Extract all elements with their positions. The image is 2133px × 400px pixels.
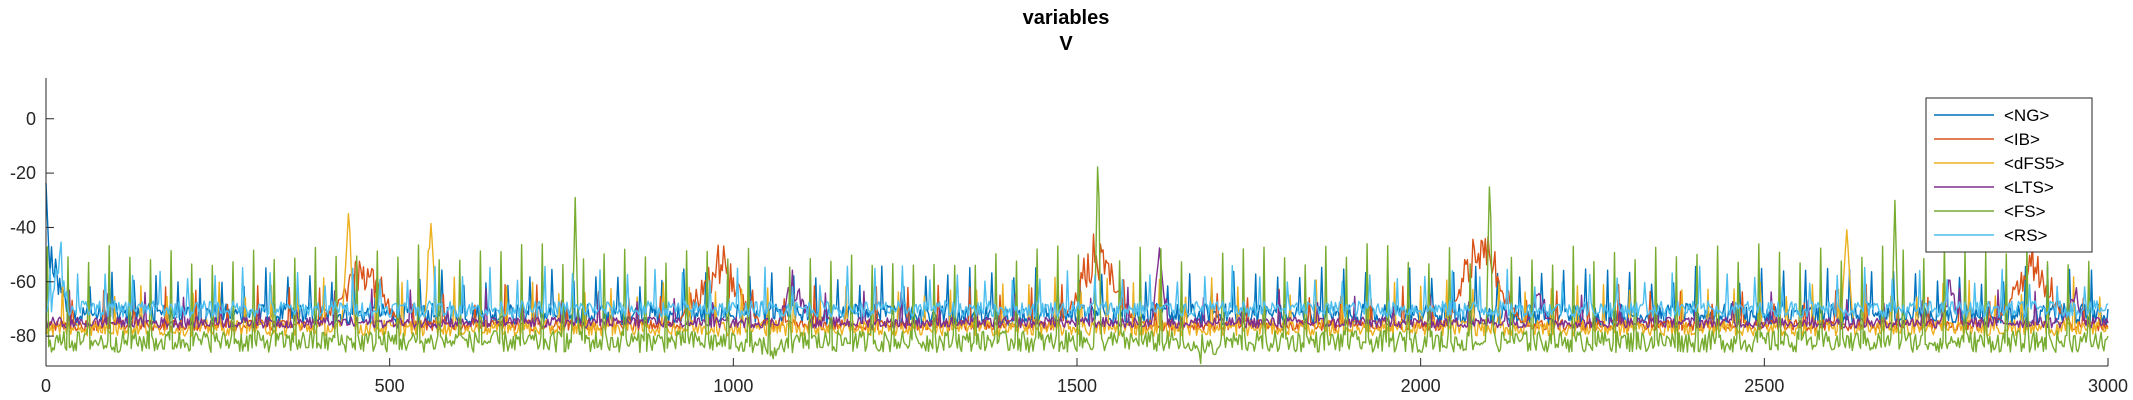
lines-layer <box>45 166 2109 365</box>
plot-area <box>45 166 2109 365</box>
x-tick-label: 0 <box>41 376 51 396</box>
legend-label: <NG> <box>2004 106 2049 125</box>
x-tick-label: 2000 <box>1401 376 1441 396</box>
series-line <box>45 166 2109 365</box>
y-tick-label: 0 <box>26 109 36 129</box>
x-tick-label: 1000 <box>713 376 753 396</box>
legend-label: <FS> <box>2004 202 2046 221</box>
y-tick-label: -20 <box>10 163 36 183</box>
series-line <box>45 241 2109 318</box>
legend: <NG> <IB> <dFS5> <LTS> <FS> <RS> <box>1925 97 2093 253</box>
chart-title-line-1: variables <box>1023 7 1110 29</box>
legend-label: <RS> <box>2004 226 2048 245</box>
x-tick-label: 1500 <box>1057 376 1097 396</box>
x-tick-label: 2500 <box>1744 376 1784 396</box>
axes-layer: 0 500 1000 1500 2000 2500 3000 0 -20 -40 -60 -80 <box>10 78 2128 396</box>
x-tick-label: 500 <box>375 376 405 396</box>
y-tick-label: -40 <box>10 217 36 237</box>
legend-label: <IB> <box>2004 130 2040 149</box>
y-tick-label: -80 <box>10 326 36 346</box>
chart-title-line-2: V <box>1059 33 1073 55</box>
legend-box <box>1925 97 2093 253</box>
legend-label: <dFS5> <box>2004 154 2065 173</box>
x-tick-label: 3000 <box>2088 376 2128 396</box>
legend-label: <LTS> <box>2004 178 2054 197</box>
y-tick-label: -60 <box>10 272 36 292</box>
